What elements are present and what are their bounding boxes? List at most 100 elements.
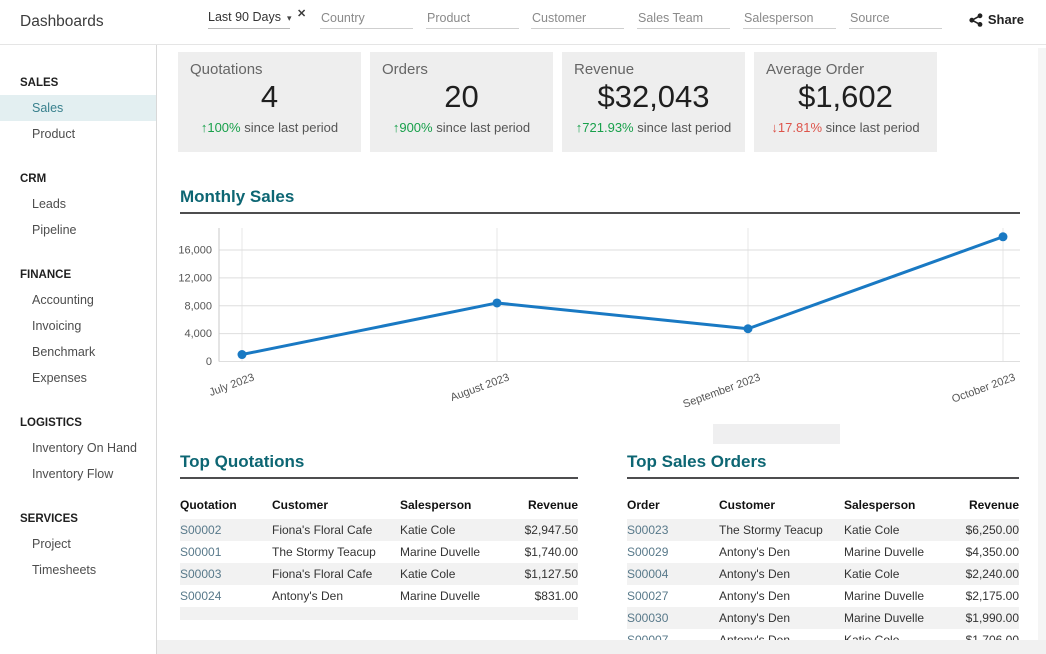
customer-cell: Fiona's Floral Cafe	[272, 519, 400, 541]
customer-cell: Antony's Den	[719, 563, 844, 585]
kpi-change: ↑100% since last period	[178, 120, 361, 135]
sidebar-section-crm: CRM	[0, 173, 156, 191]
share-button[interactable]: Share	[969, 12, 1024, 27]
order-id-link[interactable]: S00029	[627, 541, 719, 563]
order-id-link[interactable]: S00004	[627, 563, 719, 585]
customer-cell: The Stormy Teacup	[272, 541, 400, 563]
svg-text:September 2023: September 2023	[681, 372, 762, 411]
top-bar: Dashboards Last 90 Days ▾ ✕ Share	[0, 0, 1046, 45]
order-id-link[interactable]: S00027	[627, 585, 719, 607]
sidebar-item-inventory-on-hand[interactable]: Inventory On Hand	[0, 435, 156, 461]
svg-text:8,000: 8,000	[184, 300, 212, 312]
table-row[interactable]: S00029 Antony's Den Marine Duvelle $4,35…	[627, 541, 1019, 563]
table-row[interactable]: S00023 The Stormy Teacup Katie Cole $6,2…	[627, 519, 1019, 541]
salesperson-cell: Katie Cole	[844, 563, 944, 585]
quotation-id-link[interactable]: S00002	[180, 519, 272, 541]
revenue-cell: $1,740.00	[505, 541, 578, 563]
sidebar-item-pipeline[interactable]: Pipeline	[0, 217, 156, 243]
share-icon	[969, 13, 983, 27]
salesperson-cell: Katie Cole	[844, 519, 944, 541]
app-title: Dashboards	[20, 13, 104, 31]
revenue-cell: $2,240.00	[944, 563, 1019, 585]
top-sales-orders-panel: Top Sales Orders Order Customer Salesper…	[627, 452, 1019, 651]
clear-filter-icon[interactable]: ✕	[297, 7, 306, 20]
panel-title: Top Quotations	[180, 452, 578, 472]
sidebar-section-services: SERVICES	[0, 513, 156, 531]
chevron-down-icon: ▾	[287, 13, 292, 23]
kpi-change: ↓17.81% since last period	[754, 120, 937, 135]
svg-text:July 2023: July 2023	[208, 372, 256, 399]
kpi-card-quotations: Quotations 4 ↑100% since last period	[178, 52, 361, 152]
table-row[interactable]: S00024 Antony's Den Marine Duvelle $831.…	[180, 585, 578, 607]
table-row[interactable]: S00027 Antony's Den Marine Duvelle $2,17…	[627, 585, 1019, 607]
quotation-id-link[interactable]: S00024	[180, 585, 272, 607]
svg-text:16,000: 16,000	[178, 245, 212, 257]
sidebar-item-inventory-flow[interactable]: Inventory Flow	[0, 461, 156, 487]
revenue-cell: $4,350.00	[944, 541, 1019, 563]
sidebar-section-finance: FINANCE	[0, 269, 156, 287]
revenue-cell: $831.00	[505, 585, 578, 607]
vertical-scrollbar[interactable]	[1038, 48, 1046, 640]
country-filter-input[interactable]	[320, 8, 413, 29]
salesperson-cell: Katie Cole	[400, 519, 505, 541]
chart-title: Monthly Sales	[180, 187, 1020, 207]
customer-cell: Antony's Den	[272, 585, 400, 607]
sidebar-item-sales[interactable]: Sales	[0, 95, 156, 121]
horizontal-scrollbar[interactable]	[157, 640, 1046, 654]
customer-cell: Antony's Den	[719, 607, 844, 629]
order-id-link[interactable]: S00023	[627, 519, 719, 541]
salesperson-cell: Marine Duvelle	[844, 607, 944, 629]
kpi-label: Orders	[370, 52, 553, 78]
kpi-card-revenue: Revenue $32,043 ↑721.93% since last peri…	[562, 52, 745, 152]
table-row[interactable]: S00001 The Stormy Teacup Marine Duvelle …	[180, 541, 578, 563]
panel-title: Top Sales Orders	[627, 452, 1019, 472]
column-header: Customer	[272, 494, 400, 519]
customer-filter-input[interactable]	[531, 8, 624, 29]
kpi-card-orders: Orders 20 ↑900% since last period	[370, 52, 553, 152]
column-header: Quotation	[180, 494, 272, 519]
kpi-label: Quotations	[178, 52, 361, 78]
kpi-card-average-order: Average Order $1,602 ↓17.81% since last …	[754, 52, 937, 152]
sidebar: SALES Sales Product CRM Leads Pipeline F…	[0, 45, 157, 654]
table-row[interactable]: S00002 Fiona's Floral Cafe Katie Cole $2…	[180, 519, 578, 541]
kpi-change: ↑900% since last period	[370, 120, 553, 135]
table-row[interactable]: S00003 Fiona's Floral Cafe Katie Cole $1…	[180, 563, 578, 585]
salesperson-cell: Katie Cole	[400, 563, 505, 585]
kpi-label: Average Order	[754, 52, 937, 78]
period-filter-dropdown[interactable]: Last 90 Days ▾	[208, 10, 290, 29]
kpi-label: Revenue	[562, 52, 745, 78]
sidebar-item-accounting[interactable]: Accounting	[0, 287, 156, 313]
svg-text:October 2023: October 2023	[950, 372, 1017, 406]
sidebar-item-leads[interactable]: Leads	[0, 191, 156, 217]
kpi-value: $1,602	[754, 79, 937, 115]
quotation-id-link[interactable]: S00003	[180, 563, 272, 585]
sales-team-filter-input[interactable]	[637, 8, 730, 29]
sidebar-item-timesheets[interactable]: Timesheets	[0, 557, 156, 583]
customer-cell: Antony's Den	[719, 585, 844, 607]
sidebar-item-product[interactable]: Product	[0, 121, 156, 147]
order-id-link[interactable]: S00030	[627, 607, 719, 629]
revenue-cell: $6,250.00	[944, 519, 1019, 541]
sidebar-item-project[interactable]: Project	[0, 531, 156, 557]
product-filter-input[interactable]	[426, 8, 519, 29]
table-row[interactable]: S00030 Antony's Den Marine Duvelle $1,99…	[627, 607, 1019, 629]
monthly-sales-line-chart: 16,00012,0008,0004,0000July 2023August 2…	[177, 220, 1027, 412]
sidebar-section-sales: SALES	[0, 77, 156, 95]
sidebar-item-invoicing[interactable]: Invoicing	[0, 313, 156, 339]
dashboard-content: Quotations 4 ↑100% since last period Ord…	[157, 45, 1046, 654]
salesperson-filter-input[interactable]	[743, 8, 836, 29]
monthly-sales-header: Monthly Sales	[180, 187, 1020, 214]
kpi-value: 20	[370, 79, 553, 115]
table-row[interactable]: S00004 Antony's Den Katie Cole $2,240.00	[627, 563, 1019, 585]
customer-cell: Fiona's Floral Cafe	[272, 563, 400, 585]
column-header: Revenue	[944, 494, 1019, 519]
salesperson-cell: Marine Duvelle	[400, 541, 505, 563]
chart-scroll-thumb[interactable]	[713, 424, 840, 444]
quotation-id-link[interactable]: S00001	[180, 541, 272, 563]
sidebar-item-expenses[interactable]: Expenses	[0, 365, 156, 391]
source-filter-input[interactable]	[849, 8, 942, 29]
column-header: Customer	[719, 494, 844, 519]
customer-cell: The Stormy Teacup	[719, 519, 844, 541]
sidebar-item-benchmark[interactable]: Benchmark	[0, 339, 156, 365]
period-filter-value: Last 90 Days	[208, 10, 281, 24]
